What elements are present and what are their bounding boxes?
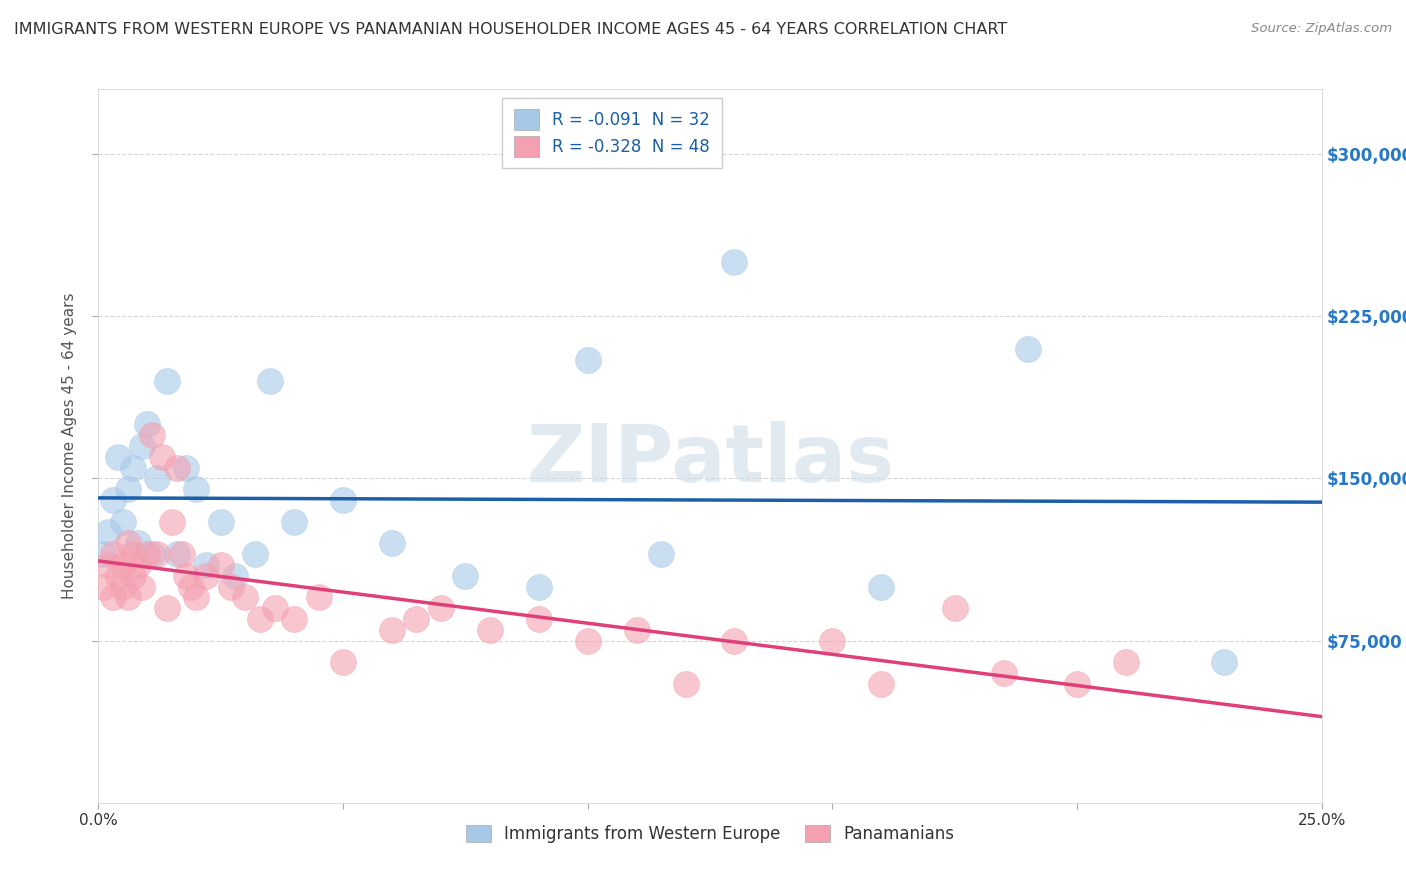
Point: [150, 450, 173, 464]
Point: [219, 580, 242, 594]
Point: [195, 568, 218, 582]
Point: [117, 591, 139, 605]
Point: [121, 460, 143, 475]
Point: [180, 580, 202, 594]
Point: [127, 536, 149, 550]
Point: [249, 612, 271, 626]
Point: [576, 633, 599, 648]
Point: [1212, 655, 1234, 669]
Point: [675, 677, 697, 691]
Point: [527, 612, 550, 626]
Point: [91, 547, 114, 561]
Point: [283, 612, 305, 626]
Point: [117, 536, 139, 550]
Point: [405, 612, 427, 626]
Legend: Immigrants from Western Europe, Panamanians: Immigrants from Western Europe, Panamani…: [457, 817, 963, 852]
Point: [91, 580, 114, 594]
Point: [186, 591, 208, 605]
Point: [308, 591, 330, 605]
Point: [127, 558, 149, 572]
Point: [170, 547, 193, 561]
Point: [176, 460, 198, 475]
Point: [97, 525, 120, 540]
Point: [136, 417, 159, 432]
Point: [101, 493, 124, 508]
Text: IMMIGRANTS FROM WESTERN EUROPE VS PANAMANIAN HOUSEHOLDER INCOME AGES 45 - 64 YEA: IMMIGRANTS FROM WESTERN EUROPE VS PANAMA…: [14, 22, 1007, 37]
Point: [186, 482, 208, 496]
Point: [233, 591, 256, 605]
Point: [430, 601, 453, 615]
Point: [454, 568, 477, 582]
Point: [1017, 342, 1039, 356]
Point: [160, 515, 183, 529]
Point: [141, 428, 163, 442]
Y-axis label: Householder Income Ages 45 - 64 years: Householder Income Ages 45 - 64 years: [62, 293, 77, 599]
Point: [117, 482, 139, 496]
Point: [259, 374, 281, 388]
Point: [224, 568, 246, 582]
Point: [1066, 677, 1088, 691]
Point: [209, 515, 232, 529]
Point: [209, 558, 232, 572]
Point: [107, 450, 129, 464]
Point: [821, 633, 844, 648]
Point: [101, 547, 124, 561]
Point: [626, 623, 648, 637]
Point: [146, 471, 169, 485]
Point: [381, 623, 404, 637]
Point: [723, 633, 745, 648]
Point: [478, 623, 501, 637]
Point: [650, 547, 672, 561]
Point: [111, 580, 134, 594]
Point: [195, 558, 218, 572]
Point: [332, 493, 354, 508]
Text: Source: ZipAtlas.com: Source: ZipAtlas.com: [1251, 22, 1392, 36]
Point: [111, 558, 134, 572]
Point: [156, 601, 179, 615]
Point: [576, 352, 599, 367]
Point: [121, 568, 143, 582]
Point: [527, 580, 550, 594]
Point: [166, 547, 188, 561]
Point: [870, 580, 893, 594]
Point: [146, 547, 169, 561]
Point: [97, 558, 120, 572]
Point: [870, 677, 893, 691]
Point: [381, 536, 404, 550]
Point: [943, 601, 966, 615]
Point: [131, 580, 153, 594]
Point: [121, 547, 143, 561]
Point: [166, 460, 188, 475]
Point: [141, 547, 163, 561]
Point: [107, 568, 129, 582]
Point: [243, 547, 266, 561]
Point: [723, 255, 745, 269]
Point: [993, 666, 1015, 681]
Point: [1115, 655, 1137, 669]
Text: ZIPatlas: ZIPatlas: [526, 421, 894, 500]
Point: [156, 374, 179, 388]
Point: [263, 601, 285, 615]
Point: [101, 591, 124, 605]
Point: [111, 515, 134, 529]
Point: [136, 547, 159, 561]
Point: [332, 655, 354, 669]
Point: [283, 515, 305, 529]
Point: [176, 568, 198, 582]
Point: [131, 439, 153, 453]
